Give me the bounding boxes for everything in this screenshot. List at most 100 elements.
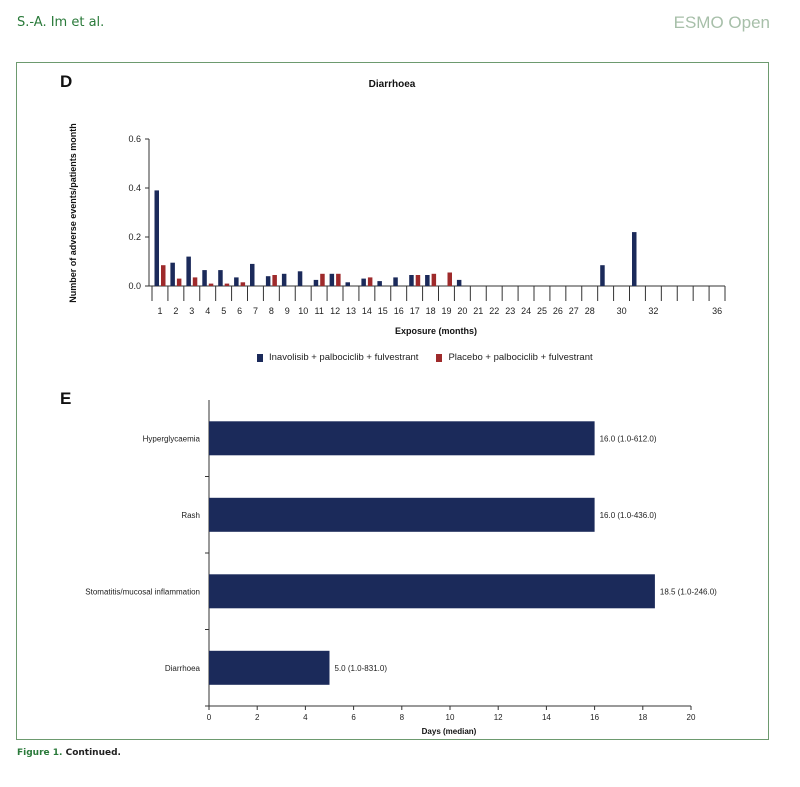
bar-inavolisib: [632, 232, 637, 286]
panel-d-xtick-label: 15: [378, 306, 388, 316]
panel-e-xtick-label: 14: [542, 713, 551, 722]
panel-d-xtick-label: 24: [521, 306, 531, 316]
panel-d-xtick-label: 5: [221, 306, 226, 316]
bar-inavolisib: [425, 275, 430, 286]
panel-d-ytick-label: 0.4: [128, 183, 141, 193]
bar-placebo: [161, 265, 166, 286]
panel-d-ylabel: Number of adverse events/patients month: [68, 123, 78, 303]
panel-d-xtick-label: 20: [457, 306, 467, 316]
bar-placebo: [272, 275, 277, 286]
panel-e-data-label: 16.0 (1.0-612.0): [600, 434, 657, 443]
panel-d-xtick-label: 19: [441, 306, 451, 316]
panel-d-ytick-label: 0.0: [128, 281, 141, 291]
legend-swatch-inavolisib: [257, 353, 263, 362]
panel-e-xtick-label: 0: [207, 713, 212, 722]
panel-d-xtick-label: 28: [585, 306, 595, 316]
panel-e-category-label: Diarrhoea: [165, 664, 201, 673]
panel-d-xtick-label: 4: [205, 306, 210, 316]
panel-d-xtick-label: 30: [617, 306, 627, 316]
bar-placebo: [431, 273, 437, 287]
bar-placebo: [367, 277, 373, 286]
bar-placebo: [320, 273, 325, 287]
panel-d-xtick-label: 27: [569, 306, 579, 316]
panel-e-category-label: Stomatitis/mucosal inflammation: [85, 587, 200, 596]
bar-inavolisib: [409, 275, 414, 286]
panel-d-xtick-label: 12: [330, 306, 340, 316]
author-header: S.-A. Im et al.: [17, 15, 105, 30]
bar-placebo: [447, 272, 452, 286]
panel-e-xtick-label: 18: [638, 713, 647, 722]
panel-d-xtick-label: 32: [648, 306, 658, 316]
panel-d-xtick-label: 36: [712, 306, 722, 316]
panel-e-category-label: Rash: [181, 511, 200, 520]
bar-inavolisib: [361, 278, 366, 286]
panel-d-xtick-label: 14: [362, 306, 372, 316]
panel-d-xtick-label: 26: [553, 306, 563, 316]
bar-inavolisib: [218, 270, 223, 286]
bar-median-days: [209, 574, 655, 609]
panel-d-ytick-label: 0.6: [128, 134, 141, 144]
panel-e-xtick-label: 12: [494, 713, 503, 722]
bar-inavolisib: [281, 273, 287, 287]
bar-inavolisib: [456, 279, 462, 286]
bar-median-days: [209, 497, 595, 532]
bar-placebo: [336, 273, 341, 287]
panel-d-xtick-label: 16: [394, 306, 404, 316]
panel-e-xtick-label: 16: [590, 713, 599, 722]
panel-e-data-label: 18.5 (1.0-246.0): [660, 587, 717, 596]
panel-d-legend: Inavolisib + palbociclib + fulvestrant P…: [257, 352, 593, 363]
bar-placebo: [208, 283, 214, 286]
panel-e-bars: 16.0 (1.0-612.0) 16.0 (1.0-436.0) 18.5 (1.…: [209, 421, 717, 685]
caption-text: Continued.: [65, 748, 121, 758]
panel-d-ytick-label: 0.2: [128, 232, 141, 242]
bar-placebo: [415, 275, 421, 286]
panel-d-xtick-label: 13: [346, 306, 356, 316]
panel-d-xtick-label: 23: [505, 306, 515, 316]
bar-inavolisib: [170, 262, 175, 286]
panel-e-data-label: 16.0 (1.0-436.0): [600, 511, 657, 520]
bar-placebo: [176, 278, 182, 286]
bar-inavolisib: [393, 277, 398, 286]
panel-e-xtick-label: 6: [351, 713, 356, 722]
legend-label-inavolisib: Inavolisib + palbociclib + fulvestrant: [269, 352, 419, 363]
panel-e-xtick-label: 20: [687, 713, 696, 722]
bar-inavolisib: [297, 271, 303, 286]
bar-inavolisib: [265, 276, 271, 286]
bar-median-days: [209, 650, 330, 685]
bar-inavolisib: [186, 256, 191, 286]
panel-d-title: Diarrhoea: [369, 79, 416, 90]
bar-inavolisib: [154, 190, 159, 286]
bar-inavolisib: [234, 277, 239, 286]
panel-e-axes: 0 2 4 6 8 10 12 14 16 18 20 Hyperglycaemia Rash Stoma…: [85, 400, 696, 722]
panel-d-bars: [154, 190, 637, 287]
panel-d-xtick-label: 10: [298, 306, 308, 316]
bar-inavolisib: [600, 265, 605, 286]
caption-label: Figure 1.: [17, 748, 63, 758]
panel-d-xtick-label: 18: [426, 306, 436, 316]
legend-swatch-placebo: [436, 353, 443, 362]
panel-d-xtick-label: 8: [269, 306, 274, 316]
bar-inavolisib: [329, 273, 335, 287]
panel-e-xtick-label: 10: [446, 713, 455, 722]
panel-d-xtick-label: 11: [315, 306, 324, 316]
panel-d-xtick-label: 17: [410, 306, 420, 316]
bar-placebo: [240, 282, 246, 286]
panel-d-xtick-label: 3: [189, 306, 194, 316]
panel-e-xtick-label: 2: [255, 713, 260, 722]
panel-d-xtick-label: 6: [237, 306, 242, 316]
panel-e-data-label: 5.0 (1.0-831.0): [335, 664, 388, 673]
panel-d-axes: 0.00.20.40.61 2 3 4 5 6 7 8 9 10 11 12 13 14 15 16 17 18 1…: [128, 134, 726, 316]
panel-d-letter: D: [60, 72, 72, 91]
bar-inavolisib: [377, 281, 382, 286]
bar-inavolisib: [250, 263, 255, 286]
panel-e-xtick-label: 4: [303, 713, 308, 722]
panel-e-xlabel: Days (median): [422, 727, 477, 736]
bar-median-days: [209, 421, 595, 456]
bar-inavolisib: [313, 279, 319, 286]
legend-label-placebo: Placebo + palbociclib + fulvestrant: [448, 352, 593, 363]
panel-d-xtick-label: 2: [173, 306, 178, 316]
bar-placebo: [192, 277, 198, 286]
panel-d-xlabel: Exposure (months): [395, 326, 477, 336]
figure-frame: [16, 62, 769, 740]
